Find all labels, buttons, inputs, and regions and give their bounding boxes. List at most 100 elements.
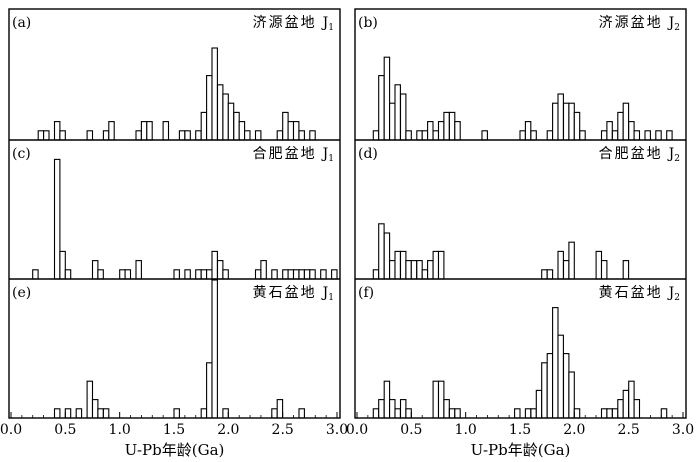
basin-name: 济源盆地 — [599, 15, 663, 31]
histogram-bar — [611, 130, 619, 141]
histogram-bar — [666, 130, 673, 141]
histogram-bar — [383, 380, 391, 419]
histogram-bar — [519, 130, 526, 141]
histogram-bar — [481, 130, 488, 141]
histogram-bar — [383, 232, 391, 280]
histogram-bar — [546, 353, 554, 419]
histogram-bar — [410, 260, 418, 280]
histogram-bar — [394, 84, 401, 141]
histogram-bar — [227, 102, 235, 141]
x-tick-label: 0.0 — [346, 422, 368, 438]
histogram-bar — [600, 130, 608, 141]
stratum-subscript: 2 — [674, 154, 680, 164]
x-tick-label: 2.0 — [217, 422, 239, 438]
histogram-bar — [86, 380, 94, 419]
histogram-bar — [146, 121, 153, 141]
x-tick-label: 0.5 — [54, 422, 76, 438]
histogram-bar — [102, 408, 110, 419]
histogram-bar — [102, 130, 110, 141]
histogram-bar — [454, 121, 461, 141]
histogram-bar — [552, 102, 559, 141]
histogram-bar — [276, 130, 284, 141]
histogram-bar — [416, 130, 423, 141]
x-axis-label: U-Pb年龄(Ga) — [125, 441, 225, 459]
basin-name: 合肥盆地 — [599, 146, 663, 162]
stratum-subscript: 1 — [328, 154, 334, 164]
histogram-bar — [254, 130, 262, 141]
histogram-bar — [378, 399, 385, 419]
histogram-bar — [37, 130, 45, 141]
panel-title: 黄石盆地 J2 — [599, 284, 680, 303]
basin-name: 济源盆地 — [253, 15, 317, 31]
histogram-bar — [622, 102, 630, 141]
histogram-bar — [660, 408, 668, 419]
histogram-bar — [579, 130, 586, 141]
histogram-bar — [292, 269, 300, 280]
histogram-bar — [448, 408, 456, 419]
histogram-bar — [59, 250, 66, 280]
histogram-bar — [514, 408, 521, 419]
x-tick-label: 2.5 — [618, 422, 640, 438]
histogram-bar — [622, 260, 630, 280]
histogram-bar — [557, 93, 564, 141]
x-tick-label: 0.0 — [0, 422, 22, 438]
x-tick-label: 1.5 — [163, 422, 185, 438]
histogram-bar — [140, 121, 148, 141]
histogram-bar — [394, 250, 401, 280]
histogram-bar — [378, 223, 385, 280]
histogram-bar — [405, 408, 412, 419]
histogram-bar — [600, 408, 608, 419]
histogram-bar — [427, 260, 434, 280]
histogram-bar — [606, 121, 613, 141]
histogram-bar — [437, 121, 445, 141]
histogram-bar — [244, 130, 251, 141]
basin-name: 黄石盆地 — [599, 284, 663, 301]
histogram-bar — [399, 250, 407, 280]
histogram-bar — [184, 269, 191, 280]
histogram-bar — [389, 102, 396, 141]
panel-title: 济源盆地 J1 — [253, 15, 334, 33]
histogram-bar — [448, 111, 456, 141]
histogram-bar — [320, 269, 327, 280]
x-tick-label: 2.5 — [272, 422, 294, 438]
histogram-bar — [595, 250, 603, 280]
histogram-bar — [195, 130, 202, 141]
histogram-bar — [222, 408, 229, 419]
histogram-bar — [399, 399, 407, 419]
histogram-bar — [372, 408, 380, 419]
histogram-bar — [443, 111, 450, 141]
histogram-bar — [405, 260, 412, 280]
histogram-bar — [432, 380, 440, 419]
histogram-bar — [562, 260, 570, 280]
histogram-bar — [53, 121, 61, 141]
histogram-bar — [331, 269, 338, 280]
histogram-bar — [633, 399, 641, 419]
histogram-bar — [524, 121, 532, 141]
histogram-bar — [573, 408, 581, 419]
histogram-bar — [298, 269, 305, 280]
histogram-bar — [59, 130, 66, 141]
histogram-bar — [389, 399, 396, 419]
histogram-bar — [206, 75, 213, 141]
histogram-panel: (d) 合肥盆地 J2 — [358, 146, 680, 280]
histogram-bar — [282, 269, 289, 280]
histogram-panel: (f) 黄石盆地 J2 — [358, 284, 680, 419]
histogram-bar — [43, 130, 50, 141]
histogram-bar — [206, 269, 213, 280]
histogram-bar — [421, 130, 429, 141]
histogram-panel: (e) 黄石盆地 J1 — [12, 279, 334, 419]
histogram-bar — [211, 47, 218, 141]
histogram-bar — [135, 130, 142, 141]
histogram-bar — [200, 408, 208, 419]
histogram-bar — [378, 75, 385, 141]
stratum-label: J — [667, 285, 675, 301]
histogram-bar — [119, 269, 126, 280]
x-tick-label: 3.0 — [672, 422, 694, 438]
histogram-bar — [91, 399, 99, 419]
histogram-bar — [557, 334, 564, 419]
histogram-bar — [421, 269, 429, 280]
histogram-bar — [108, 121, 115, 141]
histogram-bar — [394, 408, 401, 419]
histogram-bar — [200, 269, 208, 280]
histogram-bar — [282, 111, 289, 141]
